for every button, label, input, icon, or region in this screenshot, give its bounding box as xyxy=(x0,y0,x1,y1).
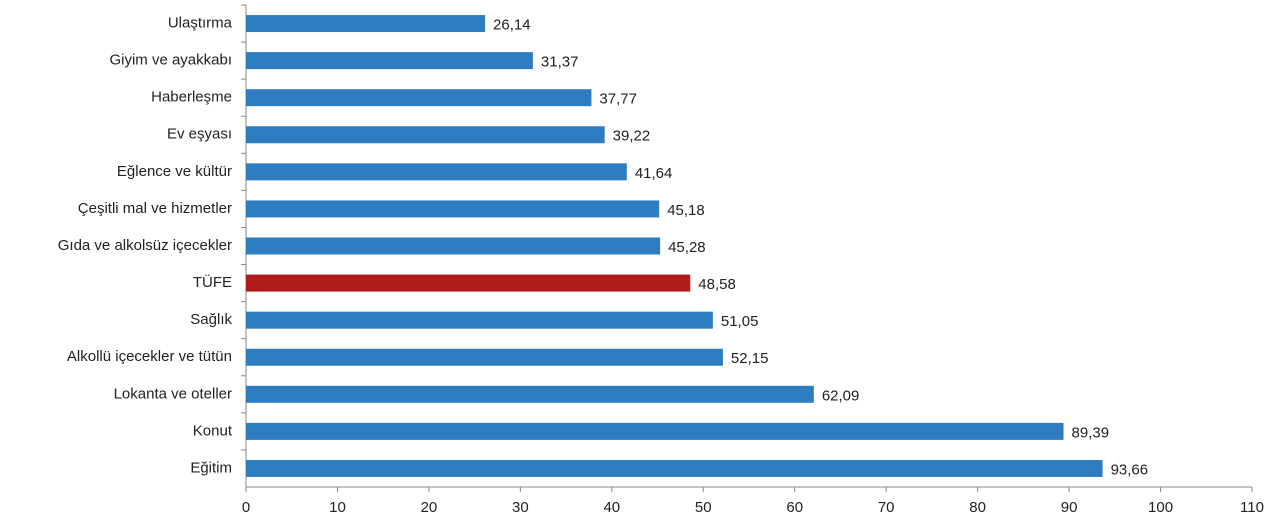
value-label: 37,77 xyxy=(599,91,637,108)
y-tick-label: Alkollü içecekler ve tütün xyxy=(67,348,232,365)
value-label: 62,09 xyxy=(822,387,860,404)
x-tick-label: 60 xyxy=(786,499,803,516)
value-label: 51,05 xyxy=(721,313,759,330)
bar xyxy=(246,311,713,329)
value-label: 52,15 xyxy=(731,350,769,367)
y-tick-label: Eğitim xyxy=(190,459,232,476)
y-tick-label: Ev eşyası xyxy=(167,126,232,143)
y-tick-label: Çeşitli mal ve hizmetler xyxy=(78,200,232,217)
x-tick-label: 110 xyxy=(1240,499,1264,516)
y-tick-label: Konut xyxy=(193,422,233,439)
value-label: 41,64 xyxy=(635,165,673,182)
y-tick-label: Gıda ve alkolsüz içecekler xyxy=(58,237,232,254)
x-tick-label: 90 xyxy=(1061,499,1078,516)
y-tick-label: TÜFE xyxy=(193,273,232,291)
x-tick-label: 80 xyxy=(969,499,986,516)
bar xyxy=(246,459,1103,477)
x-tick-label: 10 xyxy=(329,499,346,516)
bar xyxy=(246,385,814,403)
value-label: 39,22 xyxy=(613,128,651,145)
bar xyxy=(246,89,592,107)
y-tick-label: Eğlence ve kültür xyxy=(117,163,232,180)
bar xyxy=(246,422,1064,440)
x-tick-label: 30 xyxy=(512,499,529,516)
y-tick-label: Lokanta ve oteller xyxy=(114,385,232,402)
value-label: 89,39 xyxy=(1072,424,1110,441)
x-tick-label: 50 xyxy=(695,499,712,516)
value-label: 48,58 xyxy=(698,276,736,293)
value-label: 31,37 xyxy=(541,54,579,71)
bar xyxy=(246,274,691,292)
value-label: 45,18 xyxy=(667,202,705,219)
y-tick-label: Haberleşme xyxy=(151,89,232,106)
y-tick-label: Giyim ve ayakkabı xyxy=(109,52,232,69)
y-tick-label: Sağlık xyxy=(190,311,232,328)
bar xyxy=(246,237,661,255)
bar xyxy=(246,163,627,181)
bar xyxy=(246,200,660,218)
value-label: 93,66 xyxy=(1111,461,1149,478)
value-label: 26,14 xyxy=(493,17,531,34)
x-tick-label: 70 xyxy=(878,499,895,516)
y-tick-label: Ulaştırma xyxy=(168,15,233,32)
bar xyxy=(246,52,533,70)
value-label: 45,28 xyxy=(668,239,706,256)
x-tick-label: 40 xyxy=(603,499,620,516)
bar xyxy=(246,348,723,366)
x-tick-label: 100 xyxy=(1148,499,1173,516)
x-tick-label: 0 xyxy=(242,499,250,516)
bar xyxy=(246,126,605,144)
bar xyxy=(246,15,486,33)
x-tick-label: 20 xyxy=(421,499,438,516)
